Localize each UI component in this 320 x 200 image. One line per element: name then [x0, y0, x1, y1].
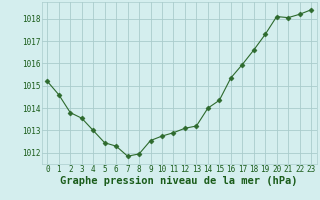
X-axis label: Graphe pression niveau de la mer (hPa): Graphe pression niveau de la mer (hPa) — [60, 176, 298, 186]
